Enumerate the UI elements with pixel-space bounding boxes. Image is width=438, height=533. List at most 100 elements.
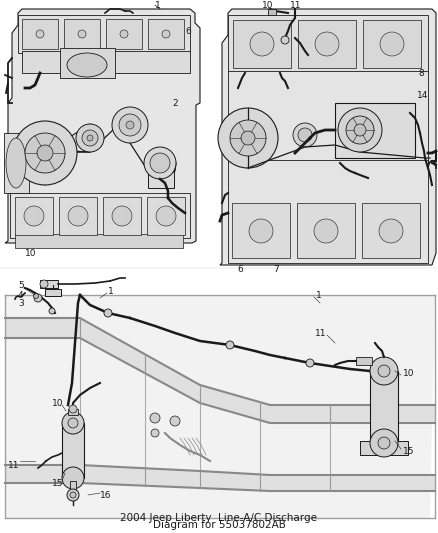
Bar — [103, 197, 141, 235]
Circle shape — [346, 116, 374, 144]
Circle shape — [249, 219, 273, 243]
Bar — [62, 423, 84, 478]
Text: 2004 Jeep Liberty  Line-A/C Discharge: 2004 Jeep Liberty Line-A/C Discharge — [120, 513, 318, 523]
Circle shape — [36, 30, 44, 38]
Text: 5: 5 — [18, 281, 24, 290]
Text: 6: 6 — [237, 264, 243, 273]
Text: 11: 11 — [290, 2, 301, 11]
Bar — [15, 197, 53, 235]
Bar — [228, 15, 428, 73]
Circle shape — [298, 128, 312, 142]
Circle shape — [370, 357, 398, 385]
Circle shape — [250, 32, 274, 56]
Circle shape — [150, 413, 160, 423]
Bar — [15, 234, 183, 248]
Bar — [233, 20, 291, 68]
Circle shape — [67, 489, 79, 501]
Circle shape — [70, 492, 76, 498]
Circle shape — [218, 108, 278, 168]
Bar — [147, 197, 185, 235]
Bar — [106, 19, 142, 49]
Bar — [362, 203, 420, 258]
Circle shape — [378, 365, 390, 377]
Bar — [40, 280, 58, 288]
Text: 15: 15 — [403, 447, 414, 456]
Text: 6: 6 — [185, 27, 191, 36]
Circle shape — [82, 130, 98, 146]
Circle shape — [230, 120, 266, 156]
Text: 10: 10 — [25, 248, 36, 257]
Circle shape — [49, 308, 55, 314]
Circle shape — [68, 206, 88, 226]
Circle shape — [151, 429, 159, 437]
Bar — [60, 48, 115, 78]
Circle shape — [112, 107, 148, 143]
Polygon shape — [220, 9, 436, 265]
Circle shape — [293, 123, 317, 147]
Bar — [297, 203, 355, 258]
Circle shape — [162, 30, 170, 38]
Bar — [228, 71, 428, 163]
Bar — [268, 9, 276, 15]
Circle shape — [119, 114, 141, 136]
Polygon shape — [5, 9, 200, 243]
Text: 1: 1 — [316, 290, 322, 300]
Polygon shape — [5, 295, 435, 518]
Bar — [298, 20, 356, 68]
Text: 16: 16 — [100, 490, 112, 499]
Bar — [22, 51, 190, 73]
Bar — [232, 203, 290, 258]
Text: 10: 10 — [52, 399, 64, 408]
Circle shape — [170, 416, 180, 426]
Circle shape — [241, 131, 255, 145]
Circle shape — [120, 30, 128, 38]
Bar — [4, 133, 29, 193]
Circle shape — [156, 206, 176, 226]
Circle shape — [226, 341, 234, 349]
Circle shape — [24, 206, 44, 226]
Circle shape — [370, 429, 398, 457]
Bar — [45, 289, 61, 296]
Bar — [70, 481, 76, 491]
Bar — [148, 160, 174, 188]
Circle shape — [33, 294, 39, 298]
Circle shape — [62, 412, 84, 434]
Circle shape — [68, 418, 78, 428]
Circle shape — [104, 309, 112, 317]
Bar — [356, 357, 372, 365]
Circle shape — [306, 359, 314, 367]
Circle shape — [13, 121, 77, 185]
Text: 14: 14 — [417, 92, 428, 101]
Bar — [22, 19, 58, 49]
Text: 1: 1 — [108, 287, 114, 295]
Circle shape — [37, 145, 53, 161]
Circle shape — [378, 437, 390, 449]
Circle shape — [354, 124, 366, 136]
Polygon shape — [5, 318, 435, 423]
Bar — [148, 19, 184, 49]
Text: 8: 8 — [418, 69, 424, 77]
Circle shape — [314, 219, 338, 243]
Circle shape — [126, 121, 134, 129]
Bar — [228, 160, 428, 263]
Text: 3: 3 — [18, 300, 24, 309]
Circle shape — [34, 294, 42, 302]
Bar — [370, 371, 398, 443]
Circle shape — [78, 30, 86, 38]
Text: 10: 10 — [403, 368, 414, 377]
Circle shape — [380, 32, 404, 56]
Circle shape — [112, 206, 132, 226]
Circle shape — [69, 405, 77, 413]
Text: 11: 11 — [315, 328, 326, 337]
Text: 4: 4 — [18, 292, 24, 301]
Circle shape — [379, 219, 403, 243]
Circle shape — [281, 36, 289, 44]
Bar — [335, 103, 415, 158]
Polygon shape — [5, 465, 435, 491]
Bar — [68, 409, 78, 415]
Circle shape — [150, 153, 170, 173]
Circle shape — [40, 280, 48, 288]
Text: 10: 10 — [262, 2, 273, 11]
Circle shape — [62, 467, 84, 489]
Bar — [363, 20, 421, 68]
